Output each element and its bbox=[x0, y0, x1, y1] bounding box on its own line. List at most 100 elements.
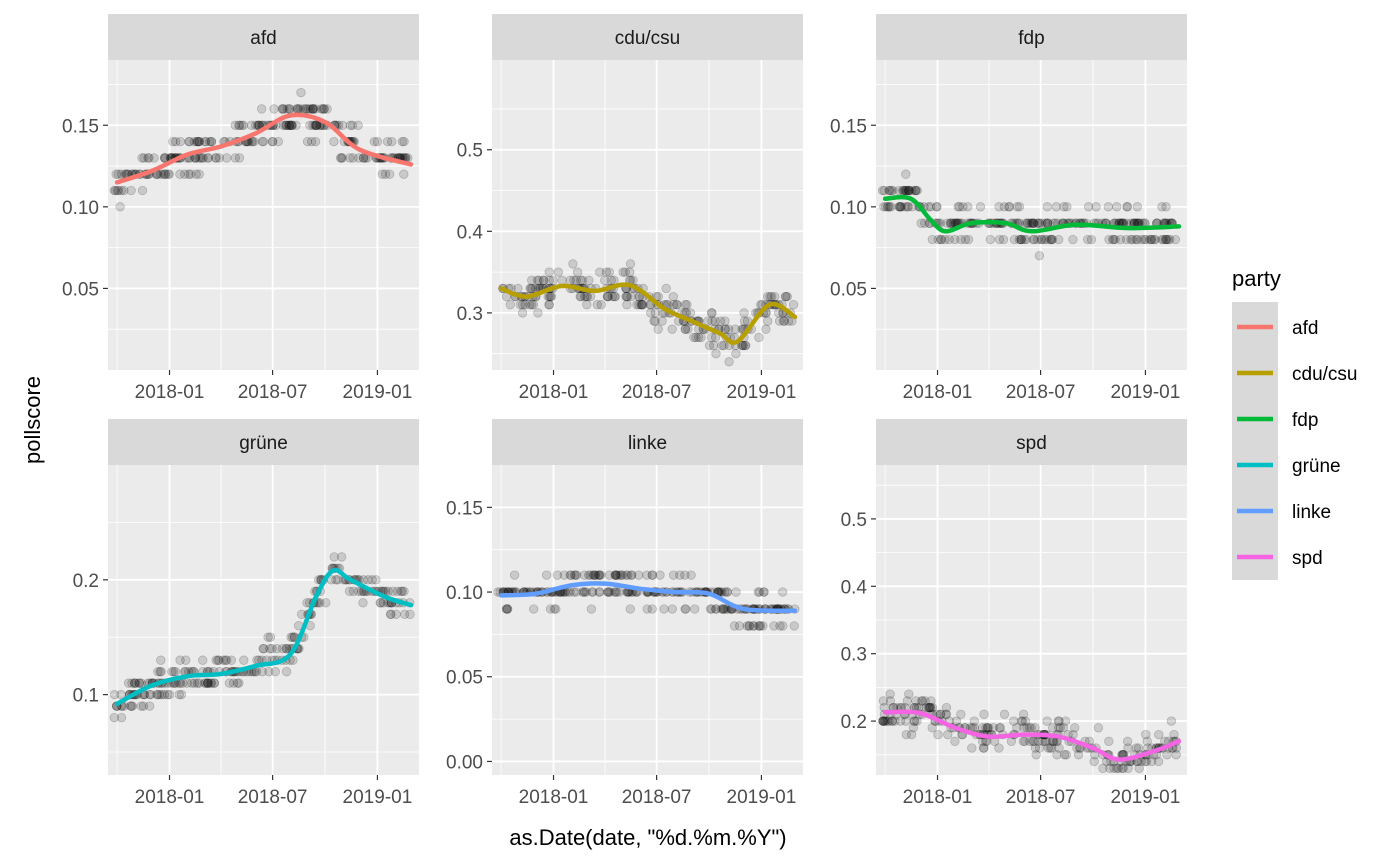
legend-label: spd bbox=[1292, 548, 1323, 569]
poll-point bbox=[748, 621, 758, 631]
poll-point bbox=[322, 104, 332, 114]
y-tick-label: 0.10 bbox=[830, 198, 867, 219]
poll-point bbox=[136, 701, 146, 711]
poll-point bbox=[1140, 756, 1150, 767]
poll-point bbox=[296, 87, 306, 98]
poll-point bbox=[901, 169, 911, 179]
poll-point bbox=[171, 136, 181, 147]
poll-point bbox=[130, 678, 140, 688]
poll-point bbox=[711, 349, 721, 359]
poll-point bbox=[572, 570, 582, 580]
poll-point bbox=[354, 153, 364, 163]
poll-point bbox=[926, 702, 936, 713]
poll-point bbox=[194, 136, 204, 147]
poll-point bbox=[706, 308, 717, 318]
poll-point bbox=[646, 308, 656, 318]
poll-point bbox=[1123, 743, 1133, 753]
poll-point bbox=[399, 169, 409, 179]
poll-point bbox=[527, 300, 537, 310]
poll-point bbox=[1109, 763, 1119, 773]
poll-point bbox=[545, 604, 556, 614]
poll-point bbox=[252, 120, 263, 130]
poll-point bbox=[549, 604, 559, 614]
poll-point bbox=[178, 678, 188, 688]
poll-point bbox=[382, 136, 393, 147]
poll-point bbox=[1058, 723, 1069, 733]
poll-point bbox=[210, 153, 221, 163]
poll-point bbox=[334, 120, 344, 130]
poll-point bbox=[634, 300, 644, 310]
legend-keys: afd cdu/csu fdp grüne linke spd bbox=[1232, 302, 1357, 580]
y-tick-label: 0.3 bbox=[841, 645, 867, 666]
poll-point bbox=[1060, 716, 1071, 726]
poll-point bbox=[600, 275, 610, 285]
poll-point bbox=[1109, 234, 1119, 245]
poll-point bbox=[544, 300, 554, 310]
poll-point bbox=[895, 202, 906, 212]
poll-point bbox=[123, 678, 134, 688]
y-tick-label: 0.15 bbox=[62, 116, 99, 137]
poll-point bbox=[580, 291, 590, 302]
poll-point bbox=[788, 300, 799, 310]
poll-point bbox=[607, 291, 618, 302]
poll-point bbox=[185, 169, 196, 179]
poll-point bbox=[119, 185, 129, 196]
poll-point bbox=[933, 234, 943, 245]
poll-point bbox=[286, 632, 296, 642]
facet-strip bbox=[492, 14, 803, 60]
x-tick-label: 2019-01 bbox=[343, 787, 413, 808]
poll-point bbox=[113, 169, 123, 179]
poll-point bbox=[890, 716, 900, 726]
poll-point bbox=[906, 729, 917, 740]
poll-point bbox=[680, 324, 690, 334]
poll-point bbox=[182, 678, 192, 688]
poll-point bbox=[139, 153, 149, 163]
legend-title: party bbox=[1232, 266, 1281, 291]
poll-point bbox=[602, 291, 613, 302]
poll-point bbox=[933, 729, 943, 740]
facet-strip-label: cdu/csu bbox=[615, 28, 680, 49]
poll-point bbox=[789, 621, 799, 631]
poll-point bbox=[1053, 716, 1063, 726]
poll-point bbox=[1039, 234, 1050, 245]
poll-point bbox=[345, 120, 355, 130]
poll-point bbox=[1112, 763, 1122, 773]
poll-point bbox=[156, 667, 166, 677]
poll-point bbox=[211, 655, 221, 665]
poll-point bbox=[337, 153, 348, 163]
poll-point bbox=[775, 621, 785, 631]
poll-point bbox=[1158, 234, 1168, 245]
poll-point bbox=[995, 723, 1005, 733]
poll-point bbox=[902, 185, 912, 196]
poll-point bbox=[203, 678, 213, 688]
poll-point bbox=[749, 621, 759, 631]
poll-point bbox=[282, 104, 292, 114]
poll-point bbox=[1029, 218, 1039, 228]
poll-point bbox=[730, 324, 740, 334]
poll-point bbox=[209, 678, 219, 688]
poll-point bbox=[329, 136, 339, 147]
poll-point bbox=[263, 632, 273, 642]
poll-point bbox=[758, 621, 768, 631]
x-tick-label: 2018-01 bbox=[135, 787, 205, 808]
poll-point bbox=[288, 655, 298, 665]
poll-point bbox=[1170, 234, 1181, 245]
poll-point bbox=[170, 667, 181, 677]
poll-point bbox=[1031, 750, 1041, 760]
poll-point bbox=[1016, 716, 1027, 726]
poll-point bbox=[969, 716, 979, 726]
poll-point bbox=[579, 570, 590, 580]
poll-point bbox=[994, 202, 1004, 212]
facet-panel-grne: grüne 0.1 0.2 2018-01 2018-07 2019-01 bbox=[73, 419, 419, 808]
poll-point bbox=[116, 169, 127, 179]
poll-point bbox=[286, 120, 296, 130]
y-tick-label: 0.15 bbox=[830, 116, 867, 137]
poll-point bbox=[312, 120, 322, 130]
legend-label: afd bbox=[1292, 318, 1318, 339]
poll-point bbox=[586, 604, 597, 614]
poll-point bbox=[911, 696, 921, 706]
poll-point bbox=[595, 267, 605, 277]
poll-point bbox=[588, 587, 598, 597]
poll-point bbox=[901, 729, 911, 740]
poll-point bbox=[189, 678, 200, 688]
